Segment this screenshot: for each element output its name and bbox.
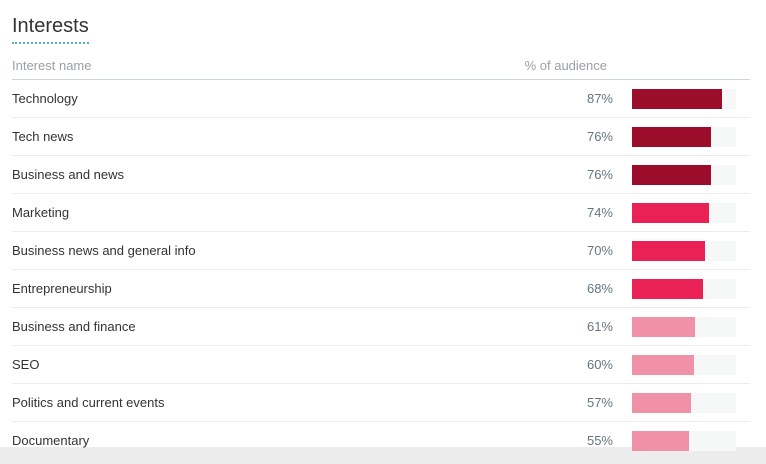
interest-label: Entrepreneurship (12, 281, 112, 296)
table-row: Technology 87% (12, 80, 750, 118)
audience-bar (632, 392, 692, 413)
column-header-percent-of-audience: % of audience (524, 58, 607, 73)
column-header-interest-name: Interest name (12, 58, 92, 73)
interest-label: SEO (12, 357, 40, 372)
table-row: Politics and current events 57% (12, 384, 750, 422)
audience-bar (632, 240, 705, 261)
table-row: Documentary 55% (12, 422, 750, 459)
table-header-row: Interest name % of audience (12, 57, 750, 80)
audience-percent-value: 61% (586, 319, 613, 334)
table-row: Business news and general info 70% (12, 232, 750, 270)
interests-table: Interest name % of audience Technology 87… (12, 57, 766, 459)
interest-label: Politics and current events (12, 395, 165, 410)
audience-percent-value: 68% (586, 281, 613, 296)
audience-bar (632, 354, 695, 375)
table-row: Tech news 76% (12, 118, 750, 156)
audience-percent-value: 60% (586, 357, 613, 372)
page-title: Interests (12, 14, 766, 44)
table-row: Business and finance 61% (12, 308, 750, 346)
audience-percent-value: 87% (586, 91, 613, 106)
interest-label: Marketing (12, 205, 70, 220)
audience-bar (632, 430, 690, 451)
audience-bar (632, 202, 709, 223)
audience-bar-track (632, 126, 736, 147)
table-row: SEO 60% (12, 346, 750, 384)
audience-bar-track (632, 88, 736, 109)
interests-title-term[interactable]: Interests (12, 14, 89, 44)
table-row: Marketing 74% (12, 194, 750, 232)
interests-table-body: Technology 87% Tech news 76% Business and ne… (12, 80, 766, 459)
page-background-band (0, 447, 766, 464)
audience-percent-value: 76% (586, 129, 613, 144)
audience-percent-value: 70% (586, 243, 613, 258)
interest-label: Technology (12, 91, 78, 106)
interest-label: Business news and general info (12, 243, 196, 258)
audience-bar (632, 164, 712, 185)
audience-bar (632, 316, 696, 337)
audience-bar-track (632, 164, 736, 185)
audience-bar-track (632, 240, 736, 261)
interest-label: Tech news (12, 129, 74, 144)
audience-percent-value: 57% (586, 395, 613, 410)
audience-bar-track (632, 392, 736, 413)
interest-label: Documentary (12, 433, 90, 448)
audience-bar-track (632, 430, 736, 451)
audience-percent-value: 74% (586, 205, 613, 220)
interest-label: Business and news (12, 167, 125, 182)
audience-bar-track (632, 316, 736, 337)
interests-panel: Interests Interest name % of audience Te… (0, 0, 766, 451)
audience-bar (632, 88, 723, 109)
audience-percent-value: 76% (586, 167, 613, 182)
table-row: Business and news 76% (12, 156, 750, 194)
table-row: Entrepreneurship 68% (12, 270, 750, 308)
interest-label: Business and finance (12, 319, 136, 334)
audience-bar-track (632, 278, 736, 299)
audience-percent-value: 55% (586, 433, 613, 448)
audience-bar-track (632, 202, 736, 223)
audience-bar (632, 126, 712, 147)
audience-bar-track (632, 354, 736, 375)
audience-bar (632, 278, 703, 299)
